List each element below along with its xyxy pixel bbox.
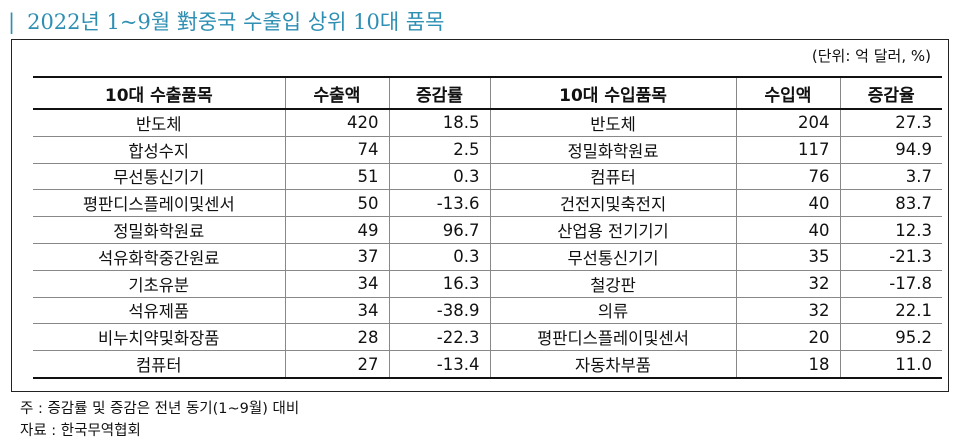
cell-export-change: -38.9 xyxy=(388,297,490,325)
table-row: 반도체 420 18.5 반도체 204 27.3 xyxy=(33,109,942,137)
cell-import-amount: 32 xyxy=(735,297,840,325)
cell-import-item: 의류 xyxy=(489,297,736,325)
cell-import-amount: 76 xyxy=(735,163,840,191)
cell-export-change: 0.3 xyxy=(388,163,490,191)
unit-label: (단위: 억 달러, %) xyxy=(811,47,931,65)
cell-import-item: 무선통신기기 xyxy=(489,243,736,271)
cell-export-item: 컴퓨터 xyxy=(33,350,285,379)
cell-import-item: 산업용 전기기기 xyxy=(489,216,736,244)
cell-import-change: 83.7 xyxy=(839,189,942,218)
table-row: 컴퓨터 27 -13.4 자동차부품 18 11.0 xyxy=(33,350,942,379)
cell-export-item: 합성수지 xyxy=(33,136,285,164)
header-export-change: 증감률 xyxy=(388,76,490,110)
header-export-amount: 수출액 xyxy=(284,76,389,110)
cell-export-item: 반도체 xyxy=(33,109,285,137)
cell-import-item: 건전지및축전지 xyxy=(489,189,736,218)
header-import-item: 10대 수입품목 xyxy=(489,76,736,110)
table-row: 무선통신기기 51 0.3 컴퓨터 76 3.7 xyxy=(33,163,942,191)
cell-import-change: 95.2 xyxy=(839,323,942,352)
table-title: | 2022년 1~9월 對중국 수출입 상위 10대 품목 xyxy=(8,6,444,34)
cell-import-item: 철강판 xyxy=(489,270,736,298)
cell-export-amount: 34 xyxy=(284,297,389,325)
cell-export-change: 2.5 xyxy=(388,136,490,164)
table-row: 정밀화학원료 49 96.7 산업용 전기기기 40 12.3 xyxy=(33,216,942,244)
cell-export-change: 16.3 xyxy=(388,270,490,298)
table-row: 석유제품 34 -38.9 의류 32 22.1 xyxy=(33,297,942,325)
header-row: 10대 수출품목 수출액 증감률 10대 수입품목 수입액 증감율 xyxy=(33,76,942,110)
cell-import-amount: 40 xyxy=(735,216,840,244)
cell-export-amount: 420 xyxy=(284,109,389,137)
cell-export-item: 평판디스플레이및센서 xyxy=(33,189,285,218)
cell-import-change: -17.8 xyxy=(839,270,942,298)
cell-export-item: 비누치약및화장품 xyxy=(33,323,285,352)
cell-export-amount: 37 xyxy=(284,243,389,271)
cell-export-amount: 28 xyxy=(284,323,389,352)
cell-import-item: 반도체 xyxy=(489,109,736,137)
cell-export-item: 석유화학중간원료 xyxy=(33,243,285,271)
cell-import-amount: 204 xyxy=(735,109,840,137)
footnote-note: 주 : 증감률 및 증감은 전년 동기(1~9월) 대비 xyxy=(20,401,300,417)
cell-import-item: 자동차부품 xyxy=(489,350,736,379)
cell-export-amount: 34 xyxy=(284,270,389,298)
cell-export-change: -13.4 xyxy=(388,350,490,379)
cell-export-amount: 51 xyxy=(284,163,389,191)
cell-export-item: 기초유분 xyxy=(33,270,285,298)
cell-import-change: 3.7 xyxy=(839,163,942,191)
table-row: 합성수지 74 2.5 정밀화학원료 117 94.9 xyxy=(33,136,942,164)
cell-import-amount: 18 xyxy=(735,350,840,379)
trade-table: 10대 수출품목 수출액 증감률 10대 수입품목 수입액 증감율 반도체 420… xyxy=(33,76,942,379)
cell-export-change: 96.7 xyxy=(388,216,490,244)
cell-export-amount: 74 xyxy=(284,136,389,164)
header-export-item: 10대 수출품목 xyxy=(33,76,285,110)
cell-export-item: 석유제품 xyxy=(33,297,285,325)
cell-export-change: 0.3 xyxy=(388,243,490,271)
table-row: 비누치약및화장품 28 -22.3 평판디스플레이및센서 20 95.2 xyxy=(33,323,942,352)
title-text: 2022년 1~9월 對중국 수출입 상위 10대 품목 xyxy=(27,10,445,34)
footnotes: 주 : 증감률 및 증감은 전년 동기(1~9월) 대비 자료 : 한국무역협회 xyxy=(20,398,299,442)
cell-export-amount: 50 xyxy=(284,189,389,218)
cell-import-change: 12.3 xyxy=(839,216,942,244)
cell-import-amount: 35 xyxy=(735,243,840,271)
cell-export-amount: 27 xyxy=(284,350,389,379)
cell-export-change: 18.5 xyxy=(388,109,490,137)
cell-import-change: 11.0 xyxy=(839,350,942,379)
table-box: (단위: 억 달러, %) 10대 수출품목 수출액 증감률 10대 수입품목 … xyxy=(11,39,949,392)
footnote-source: 자료 : 한국무역협회 xyxy=(20,423,141,439)
cell-import-item: 컴퓨터 xyxy=(489,163,736,191)
cell-import-item: 정밀화학원료 xyxy=(489,136,736,164)
header-import-change: 증감율 xyxy=(839,76,942,110)
title-bar-mark: | xyxy=(8,10,16,34)
cell-import-amount: 32 xyxy=(735,270,840,298)
cell-export-item: 정밀화학원료 xyxy=(33,216,285,244)
header-import-amount: 수입액 xyxy=(735,76,840,110)
cell-import-change: -21.3 xyxy=(839,243,942,271)
cell-export-change: -13.6 xyxy=(388,189,490,218)
cell-export-change: -22.3 xyxy=(388,323,490,352)
cell-import-item: 평판디스플레이및센서 xyxy=(489,323,736,352)
cell-export-item: 무선통신기기 xyxy=(33,163,285,191)
table-row: 석유화학중간원료 37 0.3 무선통신기기 35 -21.3 xyxy=(33,243,942,271)
cell-export-amount: 49 xyxy=(284,216,389,244)
cell-import-change: 27.3 xyxy=(839,109,942,137)
table-row: 평판디스플레이및센서 50 -13.6 건전지및축전지 40 83.7 xyxy=(33,189,942,218)
cell-import-amount: 117 xyxy=(735,136,840,164)
cell-import-amount: 40 xyxy=(735,189,840,218)
cell-import-change: 22.1 xyxy=(839,297,942,325)
cell-import-change: 94.9 xyxy=(839,136,942,164)
table-row: 기초유분 34 16.3 철강판 32 -17.8 xyxy=(33,270,942,298)
cell-import-amount: 20 xyxy=(735,323,840,352)
